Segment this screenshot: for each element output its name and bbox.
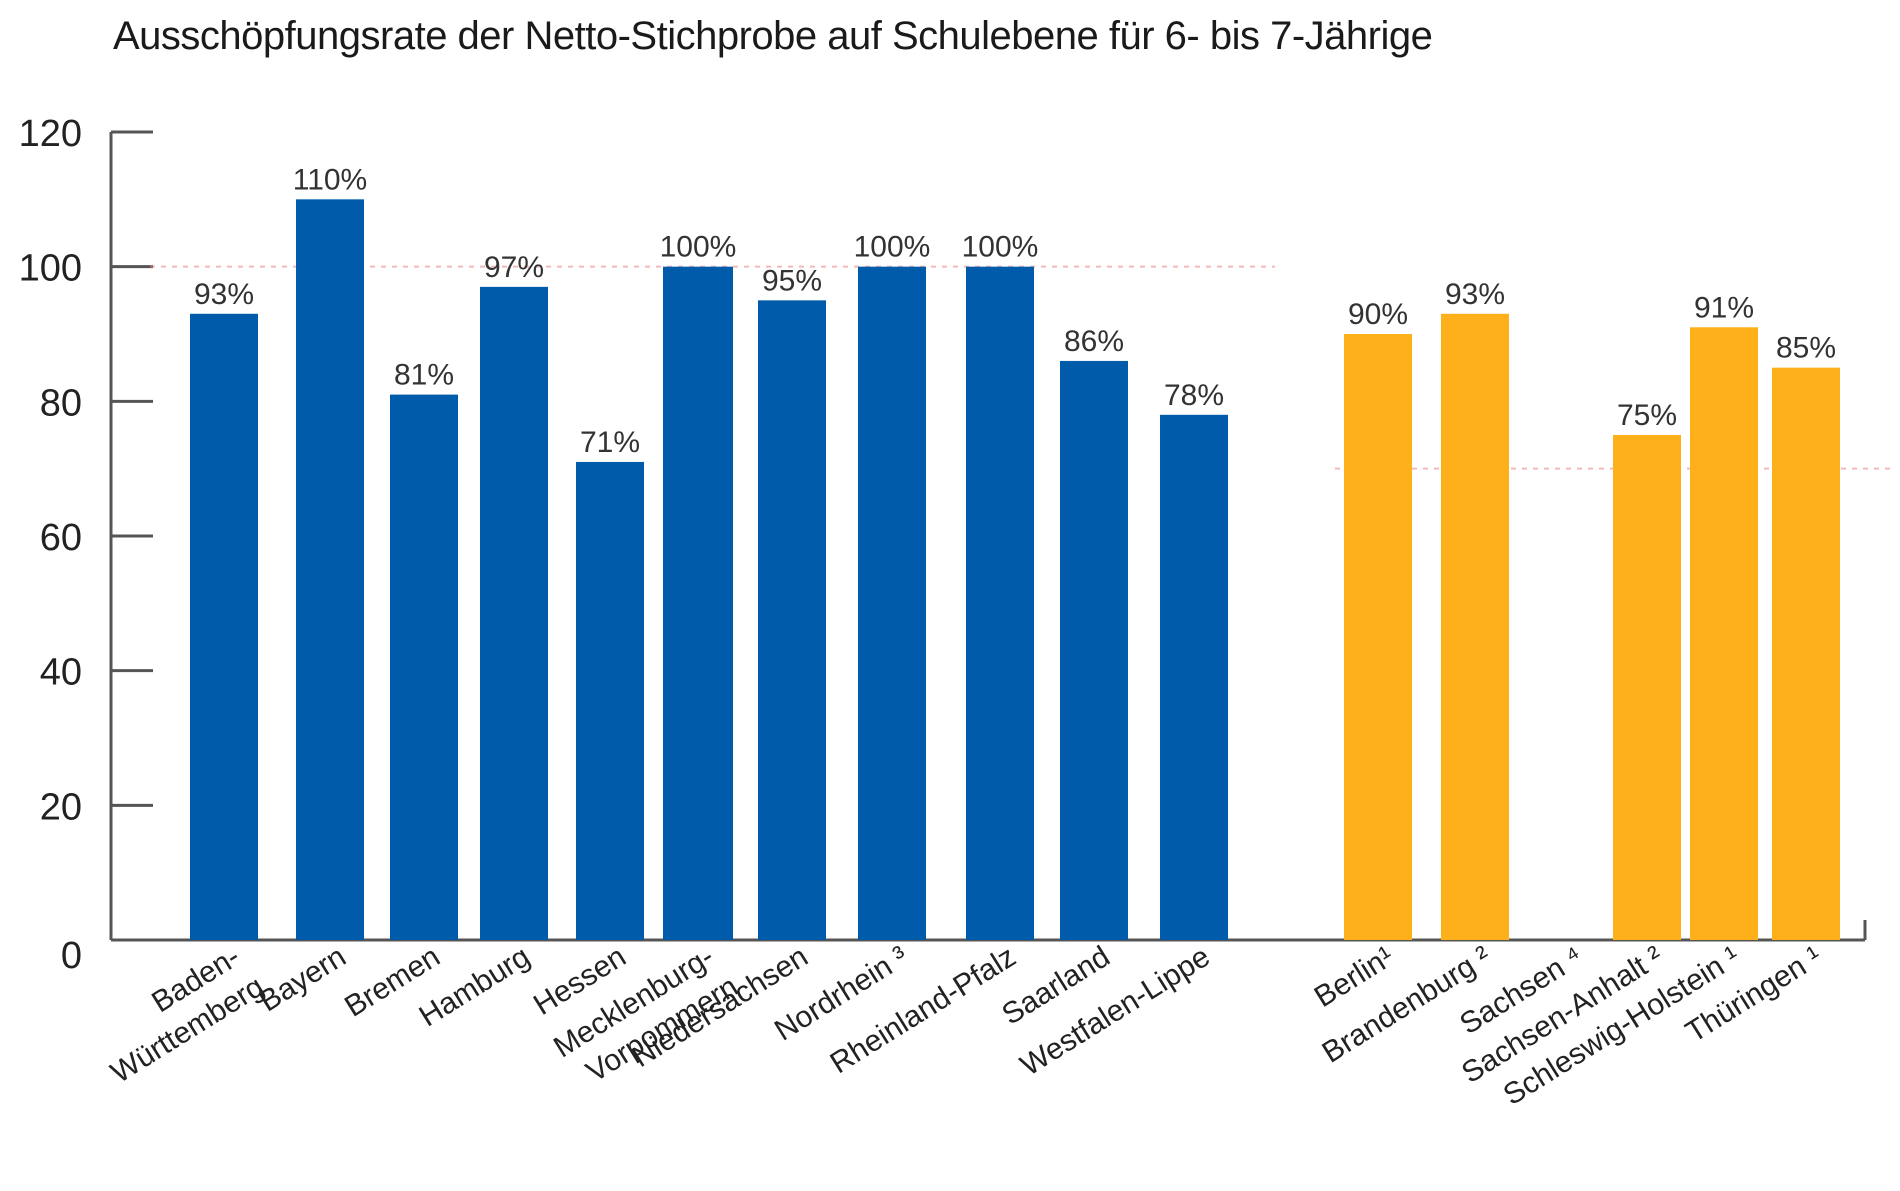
bar	[1772, 367, 1840, 941]
bar	[390, 394, 458, 941]
bar	[1344, 334, 1412, 940]
data-label: 110%	[293, 163, 368, 196]
y-tick-label: 40	[40, 652, 82, 694]
bar	[758, 300, 826, 940]
bar	[1441, 313, 1509, 940]
data-label: 100%	[962, 231, 1039, 264]
data-label: 71%	[580, 426, 640, 459]
category-label: Rheinland-Pfalz	[825, 940, 1022, 1080]
data-label: 93%	[194, 278, 254, 311]
data-label: 90%	[1348, 298, 1408, 331]
bar	[190, 313, 258, 940]
bar	[1060, 360, 1128, 940]
chart-title: Ausschöpfungsrate der Netto-Stichprobe a…	[113, 14, 1433, 58]
y-tick-label: 80	[40, 382, 82, 424]
data-label: 91%	[1694, 291, 1754, 324]
bar	[966, 266, 1034, 941]
data-label: 95%	[762, 264, 822, 297]
data-label: 100%	[660, 231, 737, 264]
bar	[858, 266, 926, 941]
data-label: 86%	[1064, 325, 1124, 358]
bar	[576, 461, 644, 940]
y-tick-label: 20	[40, 786, 82, 828]
data-label: 75%	[1617, 399, 1677, 432]
data-label: 93%	[1445, 278, 1505, 311]
bar	[296, 199, 364, 941]
y-tick-label: 100	[19, 248, 82, 290]
data-label: 97%	[484, 251, 544, 284]
data-label: 100%	[854, 231, 931, 264]
y-tick-label: 120	[19, 113, 82, 155]
bar	[1690, 327, 1758, 940]
bar	[1160, 414, 1228, 940]
data-label: 85%	[1776, 332, 1836, 365]
data-label: 78%	[1164, 379, 1224, 412]
bar	[1613, 435, 1681, 940]
y-tick-label: 60	[40, 517, 82, 559]
category-label: Bayern	[254, 940, 352, 1018]
y-tick-label: 0	[61, 935, 82, 977]
bar	[663, 266, 733, 941]
bar	[480, 286, 548, 940]
data-label: 81%	[394, 359, 454, 392]
